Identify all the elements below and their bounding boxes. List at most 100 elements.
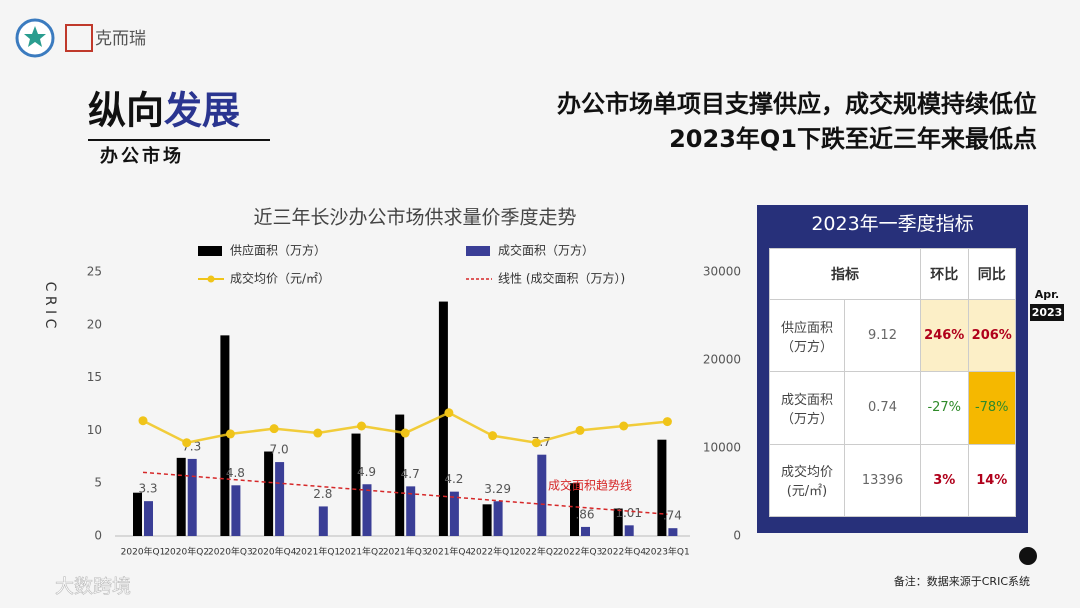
data-label: 4.7: [401, 467, 420, 481]
x-tick-label: 2022年Q4: [601, 546, 646, 558]
bar: [657, 439, 667, 536]
chart-title: 近三年长沙办公市场供求量价季度走势: [253, 207, 576, 229]
cell: 246%: [920, 298, 969, 373]
x-tick-label: 2023年Q1: [645, 546, 690, 558]
x-tick-label: 2021年Q4: [427, 546, 472, 558]
price-point: [531, 438, 541, 448]
x-tick-label: 2021年Q1: [295, 546, 340, 558]
logo-seal: [65, 24, 93, 52]
price-point: [138, 416, 148, 426]
price-point: [400, 428, 410, 438]
annotation: 成交面积趋势线: [548, 478, 632, 493]
price-point: [575, 425, 585, 435]
bar: [493, 501, 503, 536]
data-label: 4.8: [226, 466, 245, 480]
legend-swatch: [198, 246, 222, 256]
data-label: 7.0: [270, 443, 289, 457]
price-point: [225, 429, 235, 439]
data-label: 4.9: [357, 465, 376, 479]
brand: 克而瑞: [95, 29, 146, 49]
cell: 13396: [844, 443, 921, 518]
indicator-table: 指标 环比 同比 供应面积（万方） 9.12 246% 206% 成交面积（万方） 0.74…: [769, 248, 1016, 518]
x-tick-label: 2022年Q2: [514, 546, 559, 558]
trend-line: [142, 471, 668, 515]
data-label: 3.29: [484, 482, 511, 496]
data-label: 2.8: [313, 487, 332, 501]
title-b: 发展: [164, 89, 240, 133]
bar: [264, 451, 274, 536]
cell: -27%: [920, 371, 969, 445]
col-header: 指标: [769, 248, 921, 300]
legend-label: 供应面积（万方）: [230, 243, 326, 258]
bar: [351, 433, 361, 536]
icon: [1019, 547, 1037, 565]
chart: 0 5 10 15 20 25 0 10000 20000 30000 2020年Q12020年Q2…: [87, 243, 741, 558]
bar: [482, 504, 492, 536]
y-tick-label: 5: [94, 476, 102, 490]
indicator-panel: 2023年一季度指标 指标 环比 同比 供应面积（万方） 9.12 246% 206% 成…: [757, 205, 1028, 533]
bar: [362, 484, 372, 536]
headline: 2023年Q1下跌至近三年来最低点: [669, 125, 1037, 153]
data-label: .86: [575, 507, 594, 521]
bar: [624, 525, 634, 536]
y-tick-label: 20: [87, 317, 102, 331]
bar: [144, 501, 153, 536]
y2-tick-label: 0: [733, 529, 741, 543]
headline: 办公市场单项目支撑供应，成交规模持续低位: [557, 90, 1037, 118]
bar: [449, 491, 459, 536]
cell: 3%: [920, 443, 969, 518]
cell: -78%: [967, 371, 1016, 445]
price-point: [662, 417, 672, 427]
bar: [318, 506, 328, 536]
y-tick-label: 15: [87, 370, 102, 384]
subtitle: 办公市场: [100, 145, 184, 167]
price-point: [182, 438, 192, 448]
col-header: 环比: [920, 248, 969, 300]
bar: [395, 414, 405, 536]
col-header: 同比: [967, 248, 1016, 300]
date-month: Apr.: [1035, 288, 1059, 301]
cell: 14%: [967, 443, 1016, 518]
bar: [187, 458, 197, 536]
y2-tick-label: 10000: [703, 441, 741, 455]
x-tick-label: 2021年Q2: [339, 546, 384, 558]
x-tick-label: 2022年Q3: [558, 546, 603, 558]
cell: 9.12: [844, 298, 921, 373]
y2-tick-label: 30000: [703, 265, 741, 279]
data-label: .74: [663, 509, 682, 523]
x-tick-label: 2022年Q1: [470, 546, 515, 558]
legend-swatch: [207, 275, 215, 283]
y2-tick-label: 20000: [703, 353, 741, 367]
x-tick-label: 2020年Q3: [208, 546, 253, 558]
y-tick-label: 10: [87, 423, 102, 437]
legend-label: 成交均价（元/㎡）: [230, 271, 330, 286]
bar: [231, 485, 241, 536]
cell: 206%: [967, 298, 1016, 373]
bar: [438, 301, 448, 536]
bar: [668, 528, 678, 536]
x-tick-label: 2020年Q2: [164, 546, 209, 558]
row-label: 供应面积（万方）: [769, 298, 845, 373]
price-point: [619, 421, 629, 431]
legend-label: 成交面积（万方）: [498, 243, 594, 258]
bar: [176, 457, 186, 536]
price-point: [269, 424, 279, 434]
side-label: C R I C: [42, 282, 58, 329]
price-point: [444, 408, 454, 418]
legend-label: 线性 (成交面积（万方）): [498, 271, 625, 286]
bar: [581, 526, 590, 536]
bar: [537, 454, 547, 536]
price-point: [357, 421, 366, 431]
bar: [406, 486, 416, 536]
row-label: 成交面积（万方）: [769, 371, 845, 445]
y-tick-label: 0: [94, 529, 102, 543]
panel-title: 2023年一季度指标: [811, 213, 974, 235]
title-a: 纵向: [88, 89, 164, 133]
date-box: [1030, 304, 1064, 321]
bar: [133, 492, 142, 536]
data-label: 4.2: [444, 472, 463, 486]
legend-swatch: [466, 246, 490, 256]
price-point: [313, 428, 323, 438]
